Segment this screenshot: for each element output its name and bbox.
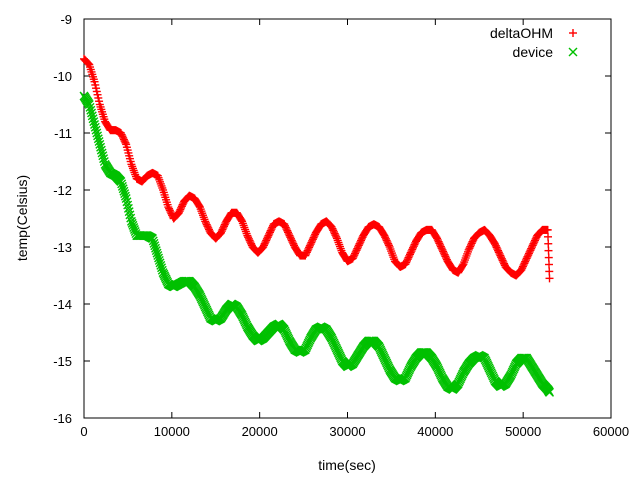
data-point	[117, 179, 127, 189]
data-point	[119, 186, 129, 196]
data-point	[154, 255, 164, 265]
data-point	[125, 210, 135, 220]
x-tick-label: 30000	[329, 424, 365, 439]
data-point	[149, 238, 159, 248]
data-point	[384, 241, 393, 250]
data-point	[156, 260, 166, 270]
data-point	[120, 191, 130, 201]
y-tick-label: -10	[53, 69, 72, 84]
data-point	[96, 145, 106, 155]
data-point	[91, 125, 101, 135]
data-point	[157, 263, 167, 273]
data-point	[150, 241, 160, 251]
data-point	[123, 203, 133, 213]
data-point	[86, 105, 96, 115]
data-point	[93, 134, 103, 144]
data-point	[87, 108, 97, 118]
y-tick-label: -9	[60, 12, 72, 27]
legend: deltaOHM device	[490, 25, 578, 60]
data-point	[332, 232, 341, 241]
data-point	[545, 387, 555, 397]
data-point	[92, 128, 102, 138]
data-point	[90, 122, 100, 132]
data-point	[98, 151, 108, 161]
x-tick-label: 0	[80, 424, 87, 439]
y-axis-ticks: -16 -15 -14 -13 -12 -11 -10 -9	[53, 12, 611, 426]
data-point	[121, 194, 131, 204]
data-point	[97, 148, 107, 158]
data-point	[148, 236, 158, 246]
data-point	[88, 114, 98, 124]
data-point	[151, 243, 161, 253]
y-tick-label: -15	[53, 354, 72, 369]
y-axis-label: temp(Celsius)	[14, 175, 30, 261]
data-point	[544, 232, 553, 241]
legend-marker	[568, 47, 578, 57]
data-point	[544, 253, 553, 262]
legend-marker	[569, 29, 577, 37]
data-point	[83, 58, 92, 67]
data-point	[152, 248, 162, 258]
x-axis-ticks: 0 10000 20000 30000 40000 50000 60000	[80, 19, 629, 439]
data-point	[155, 258, 165, 268]
data-point	[121, 138, 130, 147]
legend-label: device	[513, 44, 554, 60]
x-tick-label: 40000	[417, 424, 453, 439]
data-point	[545, 260, 554, 269]
data-point	[117, 181, 127, 191]
y-tick-label: -12	[53, 183, 72, 198]
x-tick-label: 20000	[242, 424, 278, 439]
data-point	[99, 154, 109, 164]
series-device	[79, 91, 555, 397]
data-point	[94, 137, 104, 147]
data-point	[84, 100, 94, 109]
data-point	[89, 117, 99, 127]
x-axis-label: time(sec)	[318, 457, 376, 473]
data-point	[85, 102, 95, 112]
series-deltaOHM	[80, 54, 554, 283]
data-point	[545, 267, 554, 276]
data-point	[95, 139, 105, 149]
data-point	[122, 197, 132, 207]
data-point	[90, 119, 100, 129]
data-point	[116, 176, 126, 186]
data-point	[118, 184, 128, 194]
series-layer	[79, 54, 555, 397]
data-point	[545, 274, 554, 283]
x-tick-label: 50000	[505, 424, 541, 439]
y-tick-label: -11	[54, 126, 72, 141]
legend-label: deltaOHM	[490, 25, 553, 41]
data-point	[153, 251, 163, 261]
data-point	[126, 213, 136, 223]
data-point	[87, 111, 97, 121]
data-point	[93, 131, 103, 141]
y-tick-label: -16	[53, 411, 72, 426]
data-point	[124, 207, 134, 217]
data-point	[123, 200, 133, 210]
x-tick-label: 10000	[154, 424, 190, 439]
data-point	[544, 239, 553, 248]
data-point	[154, 253, 164, 263]
data-point	[148, 233, 158, 243]
data-point	[151, 246, 161, 256]
data-point	[96, 142, 106, 152]
data-point	[543, 225, 552, 234]
x-tick-label: 60000	[593, 424, 629, 439]
y-tick-label: -14	[53, 297, 72, 312]
y-tick-label: -13	[53, 240, 72, 255]
data-point	[544, 246, 553, 255]
data-point	[120, 189, 130, 199]
